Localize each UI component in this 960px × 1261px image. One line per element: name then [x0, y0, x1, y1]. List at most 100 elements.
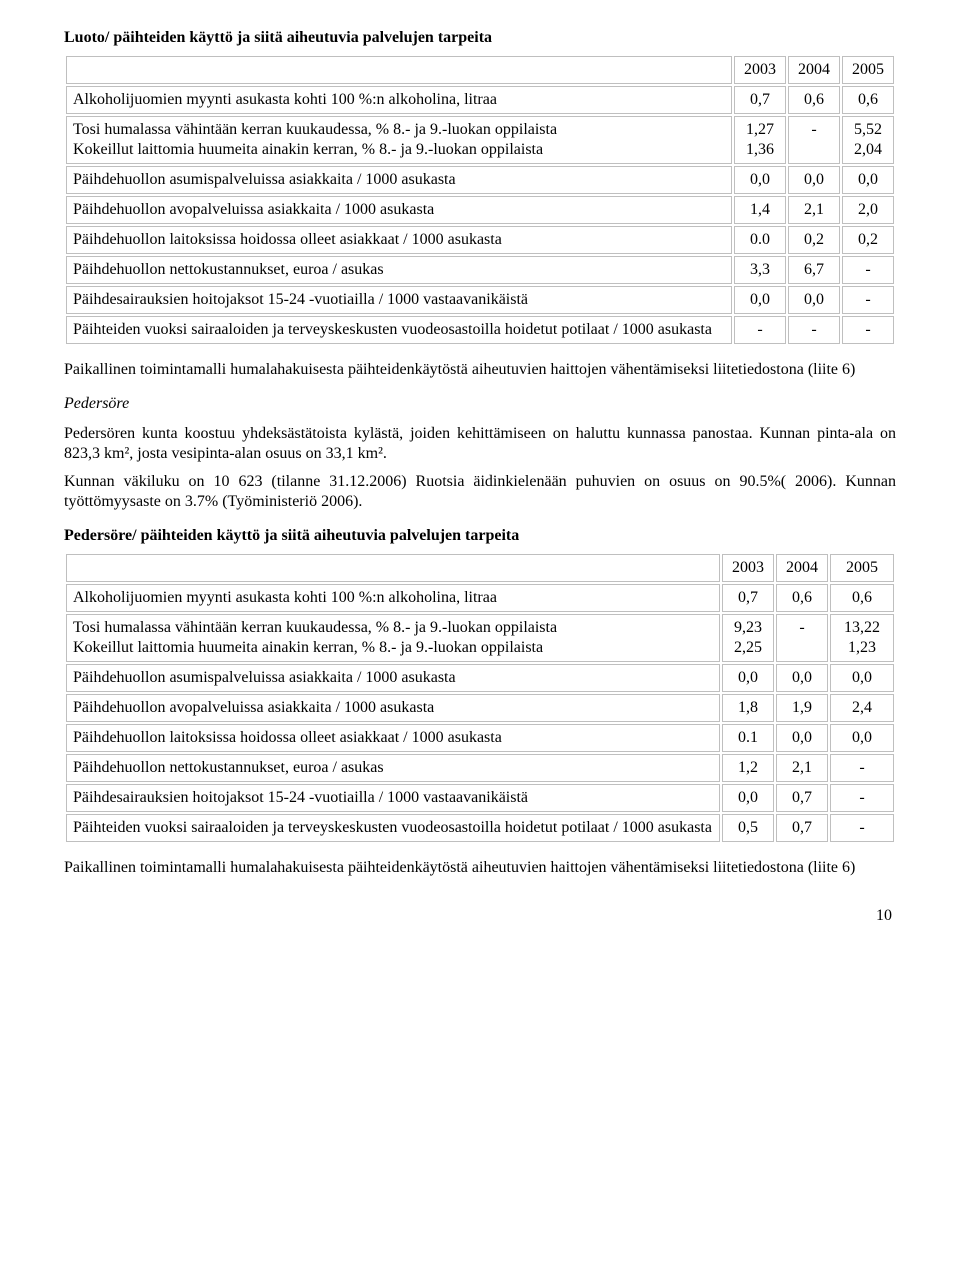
cell-value: - — [842, 256, 894, 284]
cell-value: 2,1 — [776, 754, 828, 782]
year-col: 2004 — [776, 554, 828, 582]
cell-value: 0,7 — [734, 86, 786, 114]
cell-value: 0,6 — [788, 86, 840, 114]
year-col: 2003 — [722, 554, 774, 582]
table-row: Tosi humalassa vähintään kerran kuukaude… — [66, 116, 894, 164]
table-row: Päihteiden vuoksi sairaaloiden ja tervey… — [66, 316, 894, 344]
cell-value: 6,7 — [788, 256, 840, 284]
cell-value: 1,4 — [734, 196, 786, 224]
cell-value: 1,8 — [722, 694, 774, 722]
cell-value: 2,1 — [788, 196, 840, 224]
row-label: Päihdehuollon nettokustannukset, euroa /… — [66, 256, 732, 284]
cell-value: 0,7 — [776, 784, 828, 812]
row-label: Päihdehuollon laitoksissa hoidossa ollee… — [66, 226, 732, 254]
cell-value: - — [734, 316, 786, 344]
cell-value: 0,0 — [722, 784, 774, 812]
cell-value: 0,2 — [842, 226, 894, 254]
cell-value: 0,0 — [722, 664, 774, 692]
paragraph: Pedersören kunta koostuu yhdeksästätoist… — [64, 424, 896, 464]
cell-value: 0,6 — [776, 584, 828, 612]
cell-value: 9,232,25 — [722, 614, 774, 662]
cell-value: 0,6 — [842, 86, 894, 114]
cell-value: 0,0 — [776, 724, 828, 752]
table-row: Päihdehuollon nettokustannukset, euroa /… — [66, 256, 894, 284]
row-label: Päihdehuollon asumispalveluissa asiakkai… — [66, 664, 720, 692]
cell-value: - — [788, 316, 840, 344]
cell-value: 0,7 — [776, 814, 828, 842]
row-label: Päihdesairauksien hoitojaksot 15-24 -vuo… — [66, 286, 732, 314]
row-label: Päihdehuollon avopalveluissa asiakkaita … — [66, 196, 732, 224]
table-row: Päihteiden vuoksi sairaaloiden ja tervey… — [66, 814, 894, 842]
subheading-pedersore: Pedersöre — [64, 394, 896, 414]
cell-value: 13,221,23 — [830, 614, 894, 662]
row-label: Päihdehuollon asumispalveluissa asiakkai… — [66, 166, 732, 194]
table-row: Päihdesairauksien hoitojaksot 15-24 -vuo… — [66, 784, 894, 812]
row-label: Tosi humalassa vähintään kerran kuukaude… — [66, 116, 732, 164]
table-row: Tosi humalassa vähintään kerran kuukaude… — [66, 614, 894, 662]
cell-value: 0.0 — [734, 226, 786, 254]
row-label: Alkoholijuomien myynti asukasta kohti 10… — [66, 584, 720, 612]
cell-value: 0,0 — [842, 166, 894, 194]
row-label: Päihteiden vuoksi sairaaloiden ja tervey… — [66, 316, 732, 344]
row-label: Tosi humalassa vähintään kerran kuukaude… — [66, 614, 720, 662]
header-stub — [66, 554, 720, 582]
cell-value: 0,6 — [830, 584, 894, 612]
cell-value: 0,0 — [830, 664, 894, 692]
year-col: 2003 — [734, 56, 786, 84]
cell-value: - — [788, 116, 840, 164]
cell-value: 1,2 — [722, 754, 774, 782]
cell-value: 0,0 — [734, 286, 786, 314]
table-header-row: 2003 2004 2005 — [66, 554, 894, 582]
cell-value: 5,522,04 — [842, 116, 894, 164]
table-row: Päihdehuollon asumispalveluissa asiakkai… — [66, 166, 894, 194]
header-stub — [66, 56, 732, 84]
cell-value: 0,2 — [788, 226, 840, 254]
cell-value: - — [842, 286, 894, 314]
table-row: Päihdehuollon laitoksissa hoidossa ollee… — [66, 226, 894, 254]
year-col: 2004 — [788, 56, 840, 84]
cell-value: - — [776, 614, 828, 662]
table-header-row: 2003 2004 2005 — [66, 56, 894, 84]
table-row: Päihdehuollon laitoksissa hoidossa ollee… — [66, 724, 894, 752]
cell-value: 1,271,36 — [734, 116, 786, 164]
cell-value: 0,0 — [788, 166, 840, 194]
cell-value: - — [830, 814, 894, 842]
paragraph: Kunnan väkiluku on 10 623 (tilanne 31.12… — [64, 472, 896, 512]
cell-value: 0,7 — [722, 584, 774, 612]
cell-value: - — [830, 784, 894, 812]
cell-value: 0,0 — [830, 724, 894, 752]
table-row: Päihdehuollon avopalveluissa asiakkaita … — [66, 196, 894, 224]
table-section1: 2003 2004 2005 Alkoholijuomien myynti as… — [64, 54, 896, 346]
table-row: Päihdehuollon avopalveluissa asiakkaita … — [66, 694, 894, 722]
table-row: Alkoholijuomien myynti asukasta kohti 10… — [66, 584, 894, 612]
table-row: Päihdesairauksien hoitojaksot 15-24 -vuo… — [66, 286, 894, 314]
table-row: Päihdehuollon nettokustannukset, euroa /… — [66, 754, 894, 782]
paragraph: Paikallinen toimintamalli humalahakuises… — [64, 360, 896, 380]
cell-value: 0.1 — [722, 724, 774, 752]
year-col: 2005 — [830, 554, 894, 582]
cell-value: 0,0 — [788, 286, 840, 314]
cell-value: 3,3 — [734, 256, 786, 284]
row-label: Päihdehuollon laitoksissa hoidossa ollee… — [66, 724, 720, 752]
cell-value: 0,0 — [776, 664, 828, 692]
cell-value: 0,5 — [722, 814, 774, 842]
page-number: 10 — [64, 906, 892, 926]
section2-heading: Pedersöre/ päihteiden käyttö ja siitä ai… — [64, 526, 896, 546]
cell-value: 2,4 — [830, 694, 894, 722]
table-section2: 2003 2004 2005 Alkoholijuomien myynti as… — [64, 552, 896, 844]
row-label: Päihdesairauksien hoitojaksot 15-24 -vuo… — [66, 784, 720, 812]
cell-value: 0,0 — [734, 166, 786, 194]
section1-heading: Luoto/ päihteiden käyttö ja siitä aiheut… — [64, 28, 896, 48]
row-label: Päihteiden vuoksi sairaaloiden ja tervey… — [66, 814, 720, 842]
row-label: Päihdehuollon avopalveluissa asiakkaita … — [66, 694, 720, 722]
cell-value: 1,9 — [776, 694, 828, 722]
paragraph: Paikallinen toimintamalli humalahakuises… — [64, 858, 896, 878]
cell-value: - — [842, 316, 894, 344]
table-row: Alkoholijuomien myynti asukasta kohti 10… — [66, 86, 894, 114]
row-label: Päihdehuollon nettokustannukset, euroa /… — [66, 754, 720, 782]
year-col: 2005 — [842, 56, 894, 84]
table-row: Päihdehuollon asumispalveluissa asiakkai… — [66, 664, 894, 692]
cell-value: 2,0 — [842, 196, 894, 224]
row-label: Alkoholijuomien myynti asukasta kohti 10… — [66, 86, 732, 114]
cell-value: - — [830, 754, 894, 782]
